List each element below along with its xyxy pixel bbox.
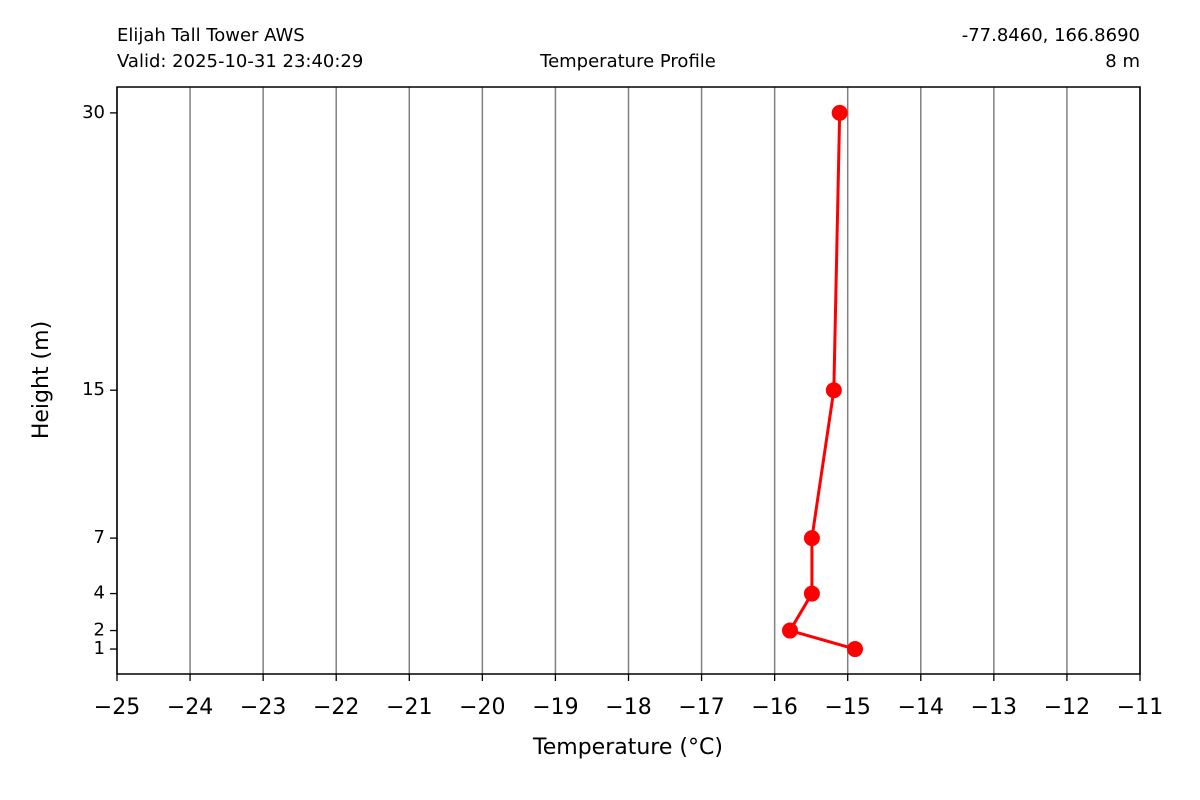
x-tick-label: −19 [532, 695, 578, 720]
data-point [831, 104, 848, 121]
data-line [787, 112, 856, 651]
x-tick-label: −21 [386, 695, 432, 720]
x-tick-label: −24 [167, 695, 213, 720]
data-point [803, 585, 820, 602]
data-point [847, 641, 864, 658]
y-tick-label: 2 [94, 620, 105, 641]
x-tick-label: −14 [898, 695, 944, 720]
x-tick-label: −17 [678, 695, 724, 720]
plot-frame [116, 86, 1141, 675]
x-axis-label: Temperature (°C) [532, 735, 723, 760]
y-tick-label: 1 [94, 638, 105, 659]
y-tick-label: 7 [94, 527, 105, 548]
data-point [803, 530, 820, 547]
y-axis-label: Height (m) [29, 321, 54, 439]
x-tick-label: −13 [971, 695, 1017, 720]
x-tick-label: −12 [1044, 695, 1090, 720]
y-tick-label: 4 [94, 583, 105, 604]
x-tick-label: −18 [605, 695, 651, 720]
data-point [781, 622, 798, 639]
x-tick-label: −20 [459, 695, 505, 720]
x-tick-label: −25 [94, 695, 140, 720]
x-tick-label: −11 [1117, 695, 1163, 720]
valid-time: Valid: 2025-10-31 23:40:29 [117, 51, 363, 72]
x-tick-label: −23 [240, 695, 286, 720]
chart-title: Temperature Profile [539, 51, 716, 72]
station-name: Elijah Tall Tower AWS [117, 25, 305, 46]
x-tick-label: −15 [824, 695, 870, 720]
y-tick-label: 15 [82, 379, 105, 400]
coordinates: -77.8460, 166.8690 [962, 25, 1140, 46]
elevation: 8 m [1105, 51, 1140, 72]
data-point [825, 382, 842, 399]
y-tick-label: 30 [82, 102, 105, 123]
x-tick-label: −16 [751, 695, 797, 720]
x-tick-label: −22 [313, 695, 359, 720]
